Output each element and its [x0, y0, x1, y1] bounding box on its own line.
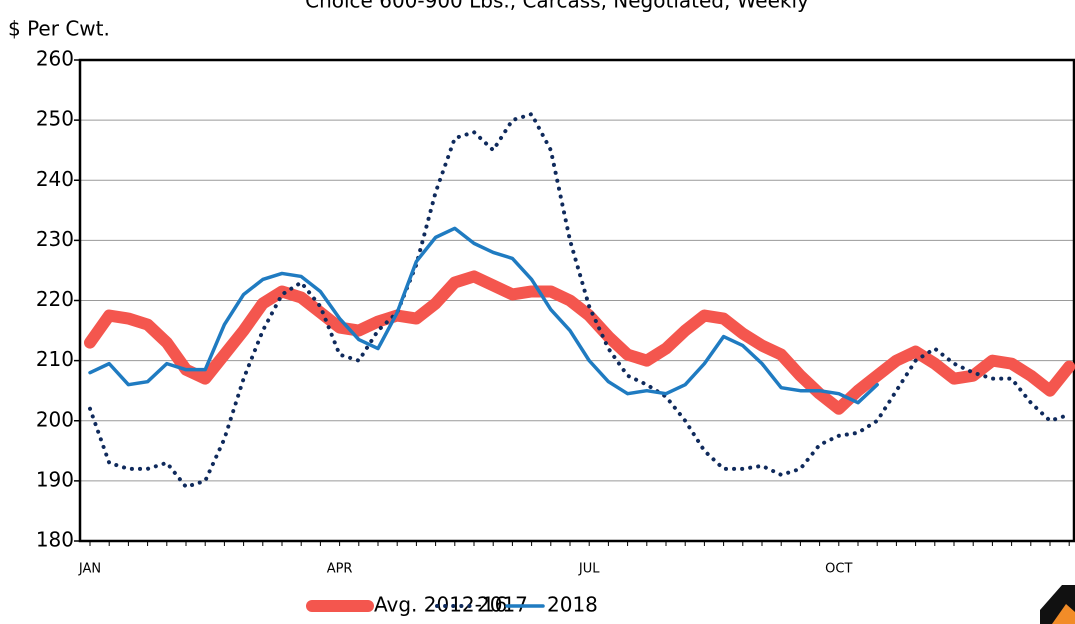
y-tick-label: 240: [36, 167, 74, 191]
y-tick-label: 200: [36, 407, 74, 431]
y-tick-label: 210: [36, 347, 74, 371]
series-line: [84, 270, 1075, 415]
plot-frame: [78, 58, 1075, 543]
logo: [1040, 585, 1075, 624]
x-tick-label: OCT: [825, 562, 852, 577]
y-tick-label: 190: [36, 467, 74, 491]
y-tick-label: 260: [36, 47, 74, 71]
legend-label: Avg. 2012-16: [374, 593, 507, 617]
series-line: [88, 226, 879, 405]
x-tick-label: APR: [327, 562, 353, 577]
y-axis-label: $ Per Cwt.: [8, 17, 110, 41]
y-tick-label: 220: [36, 287, 74, 311]
chart-title: Choice 600-900 Lbs., Carcass, Negotiated…: [305, 0, 809, 13]
series-line: [88, 112, 1072, 489]
x-tick-label: JUL: [578, 562, 600, 577]
y-tick-label: 250: [36, 107, 74, 131]
x-tick-label: JAN: [78, 562, 101, 577]
y-tick-label: 180: [36, 528, 74, 552]
y-tick-label: 230: [36, 227, 74, 251]
legend-label: 2018: [547, 593, 598, 617]
